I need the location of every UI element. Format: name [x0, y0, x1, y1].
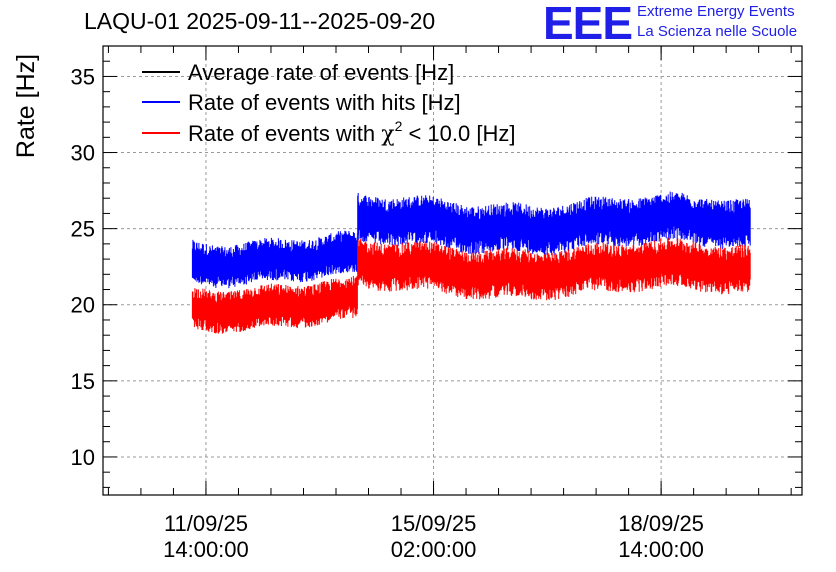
legend-label: Rate of events with hits [Hz]: [188, 90, 461, 115]
x-tick-label-time: 02:00:00: [391, 537, 477, 562]
y-tick-label: 30: [71, 141, 95, 166]
eee-logo: EEE: [543, 0, 633, 49]
y-tick-label: 15: [71, 369, 95, 394]
legend-label: Rate of events with χ2 < 10.0 [Hz]: [188, 118, 515, 147]
y-tick-label: 10: [71, 445, 95, 470]
plot-frame: [102, 45, 803, 496]
legend-layer: Average rate of events [Hz] Rate of event…: [142, 60, 515, 147]
y-tick-label: 35: [71, 64, 95, 89]
logo-line-1: Extreme Energy Events: [637, 3, 795, 20]
logo-line-2: La Scienza nelle Scuole: [637, 23, 798, 40]
logo-text: Extreme Energy Events La Scienza nelle S…: [637, 2, 797, 42]
series-hits: [191, 191, 751, 289]
x-tick-label-date: 18/09/25: [618, 511, 704, 536]
chart-title: LAQU-01 2025-09-11--2025-09-20: [84, 8, 436, 34]
legend-label: Average rate of events [Hz]: [188, 60, 454, 85]
x-tick-label-time: 14:00:00: [163, 537, 249, 562]
data-layer: [191, 191, 751, 334]
y-axis-label: Rate [Hz]: [12, 54, 40, 158]
y-tick-label: 25: [71, 217, 95, 242]
series-chi2: [191, 237, 751, 334]
x-tick-label-date: 15/09/25: [391, 511, 477, 536]
axis-layer: 10152025303511/09/2514:00:0015/09/2502:0…: [12, 45, 803, 562]
x-tick-label-date: 11/09/25: [164, 511, 248, 536]
y-tick-label: 20: [71, 293, 95, 318]
x-tick-label-time: 14:00:00: [618, 537, 704, 562]
